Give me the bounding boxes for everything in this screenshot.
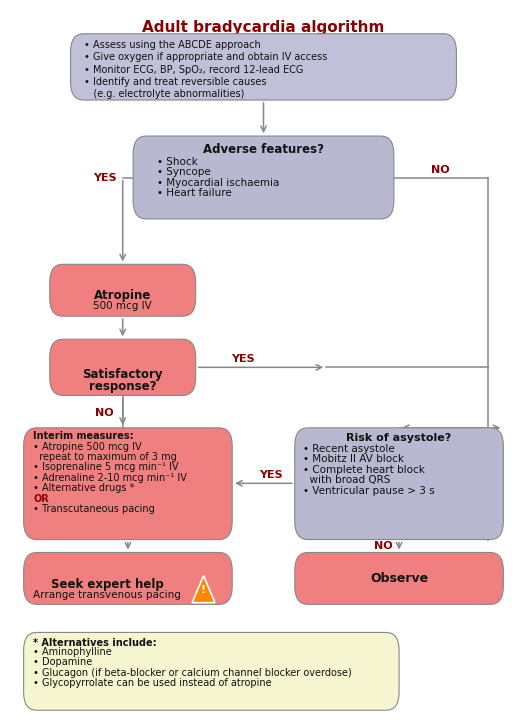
Text: • Complete heart block: • Complete heart block xyxy=(302,465,424,475)
Text: • Myocardial ischaemia: • Myocardial ischaemia xyxy=(157,178,279,188)
Text: Adult bradycardia algorithm: Adult bradycardia algorithm xyxy=(142,20,385,36)
Text: 500 mcg IV: 500 mcg IV xyxy=(93,301,152,311)
Text: NO: NO xyxy=(95,409,114,418)
Text: • Aminophylline: • Aminophylline xyxy=(33,647,112,657)
Text: YES: YES xyxy=(259,470,283,481)
Polygon shape xyxy=(192,576,215,603)
Text: • Dopamine: • Dopamine xyxy=(33,657,92,667)
FancyBboxPatch shape xyxy=(295,428,503,539)
Text: (e.g. electrolyte abnormalities): (e.g. electrolyte abnormalities) xyxy=(84,89,244,99)
Text: response?: response? xyxy=(89,380,157,393)
Text: • Mobitz II AV block: • Mobitz II AV block xyxy=(302,454,404,464)
FancyBboxPatch shape xyxy=(50,264,196,316)
Text: YES: YES xyxy=(231,354,255,364)
FancyBboxPatch shape xyxy=(24,428,232,539)
Text: • Isoprenaline 5 mcg min⁻¹ IV: • Isoprenaline 5 mcg min⁻¹ IV xyxy=(33,462,179,473)
Text: Observe: Observe xyxy=(370,572,428,585)
Text: • Transcutaneous pacing: • Transcutaneous pacing xyxy=(33,505,155,514)
Text: • Glucagon (if beta-blocker or calcium channel blocker overdose): • Glucagon (if beta-blocker or calcium c… xyxy=(33,668,352,678)
Text: OR: OR xyxy=(33,494,49,504)
Text: NO: NO xyxy=(374,541,393,551)
FancyBboxPatch shape xyxy=(24,552,232,604)
Text: • Monitor ECG, BP, SpO₂, record 12-lead ECG: • Monitor ECG, BP, SpO₂, record 12-lead … xyxy=(84,65,303,75)
Text: * Alternatives include:: * Alternatives include: xyxy=(33,637,157,648)
FancyBboxPatch shape xyxy=(295,552,503,604)
FancyBboxPatch shape xyxy=(133,136,394,219)
Text: • Atropine 500 mcg IV: • Atropine 500 mcg IV xyxy=(33,441,142,452)
Text: • Heart failure: • Heart failure xyxy=(157,188,231,198)
FancyBboxPatch shape xyxy=(71,33,456,100)
FancyBboxPatch shape xyxy=(24,632,399,710)
Text: Satisfactory: Satisfactory xyxy=(82,368,163,381)
Text: Atropine: Atropine xyxy=(94,290,151,303)
Text: repeat to maximum of 3 mg: repeat to maximum of 3 mg xyxy=(33,452,177,462)
Text: Arrange transvenous pacing: Arrange transvenous pacing xyxy=(33,590,181,600)
Text: • Shock: • Shock xyxy=(157,157,197,167)
FancyBboxPatch shape xyxy=(50,339,196,396)
Text: Risk of asystole?: Risk of asystole? xyxy=(346,433,452,443)
Text: • Ventricular pause > 3 s: • Ventricular pause > 3 s xyxy=(302,486,434,496)
Text: • Give oxygen if appropriate and obtain IV access: • Give oxygen if appropriate and obtain … xyxy=(84,52,327,62)
Text: Adverse features?: Adverse features? xyxy=(203,143,324,156)
Text: • Adrenaline 2-10 mcg min⁻¹ IV: • Adrenaline 2-10 mcg min⁻¹ IV xyxy=(33,473,187,483)
Text: • Assess using the ABCDE approach: • Assess using the ABCDE approach xyxy=(84,40,260,50)
Text: YES: YES xyxy=(93,173,116,183)
Text: NO: NO xyxy=(432,165,450,175)
Text: • Identify and treat reversible causes: • Identify and treat reversible causes xyxy=(84,77,266,87)
Text: • Syncope: • Syncope xyxy=(157,168,210,177)
Text: with broad QRS: with broad QRS xyxy=(302,475,390,485)
Text: • Glycopyrrolate can be used instead of atropine: • Glycopyrrolate can be used instead of … xyxy=(33,678,271,688)
Text: Interim measures:: Interim measures: xyxy=(33,431,134,441)
Text: !: ! xyxy=(201,585,206,595)
Text: Seek expert help: Seek expert help xyxy=(51,578,163,591)
Text: • Recent asystole: • Recent asystole xyxy=(302,444,394,454)
Text: • Alternative drugs *: • Alternative drugs * xyxy=(33,484,134,494)
